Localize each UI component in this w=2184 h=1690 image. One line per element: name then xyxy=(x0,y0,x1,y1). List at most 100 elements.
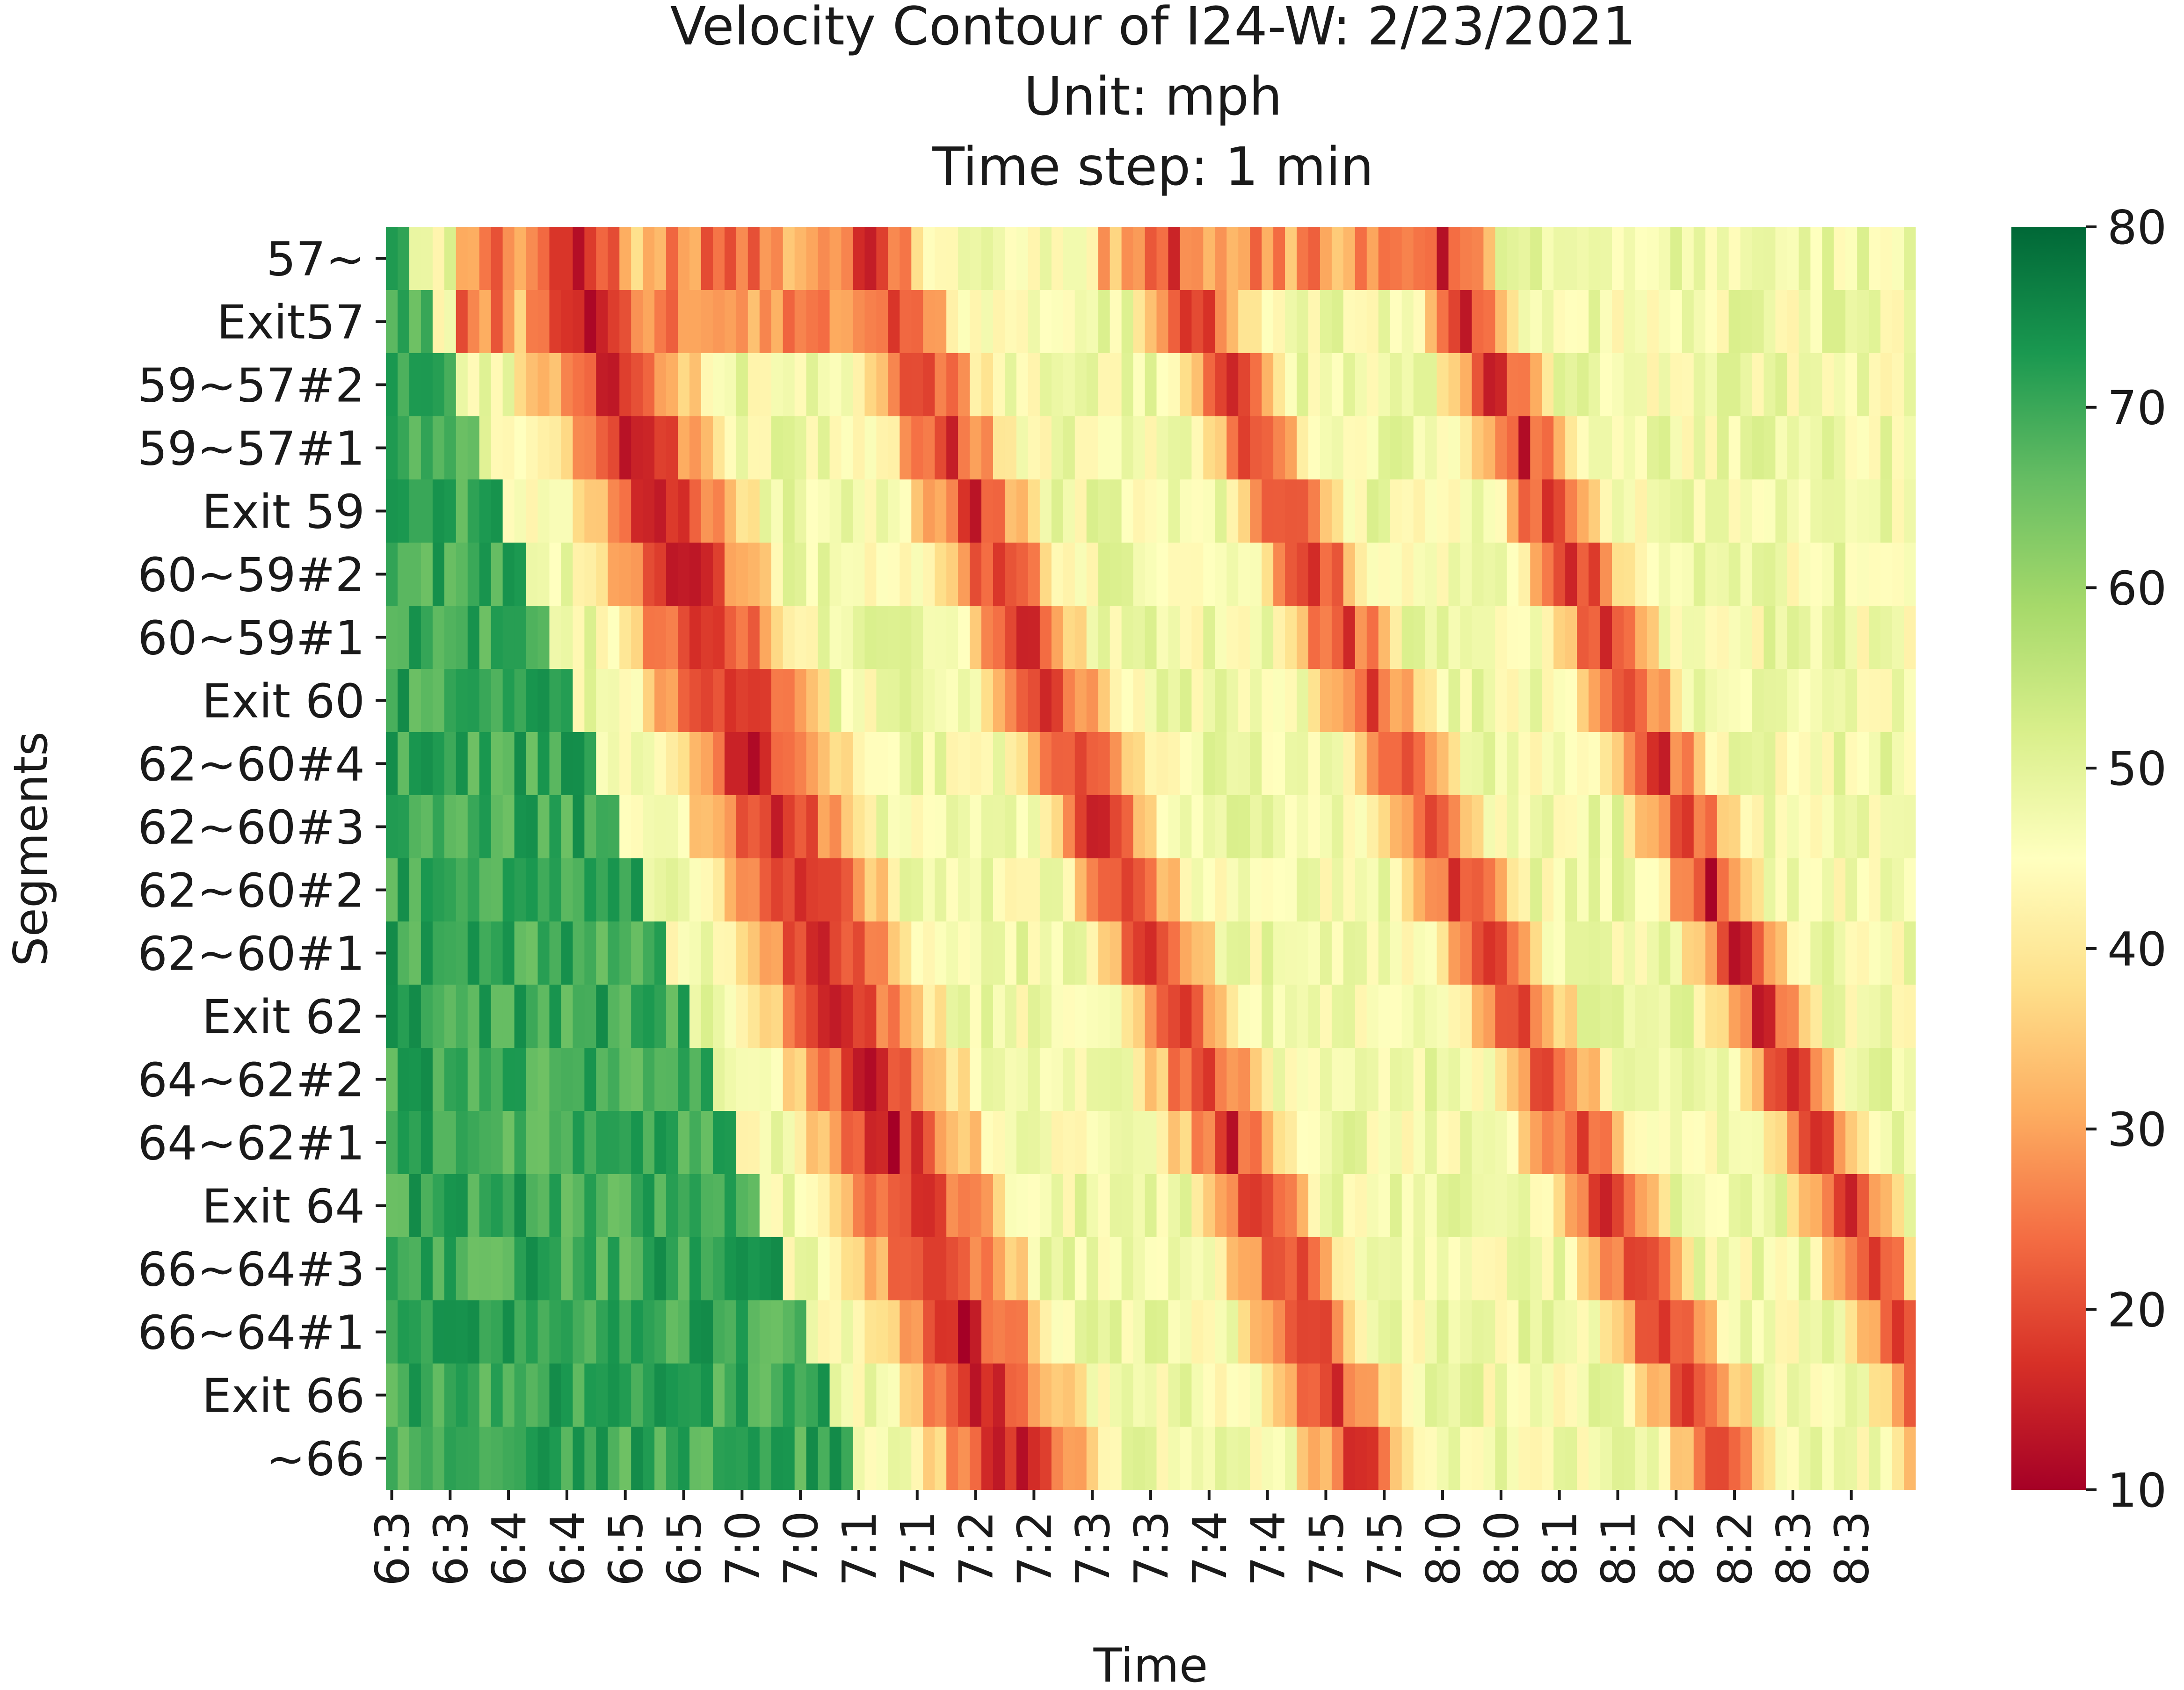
heatmap-cell xyxy=(1250,416,1262,480)
heatmap-cell xyxy=(771,1237,784,1301)
heatmap-cell xyxy=(1799,1237,1811,1301)
heatmap-cell xyxy=(1063,227,1075,290)
heatmap-cell xyxy=(596,1048,608,1111)
heatmap-cell xyxy=(1413,1111,1426,1175)
heatmap-cell xyxy=(1390,1427,1402,1490)
heatmap-cell xyxy=(1262,795,1274,859)
y-tick-label: Exit 62 xyxy=(202,990,365,1044)
heatmap-cell xyxy=(783,1111,795,1175)
heatmap-cell xyxy=(1589,479,1601,543)
heatmap-cell xyxy=(1834,1237,1846,1301)
heatmap-cell xyxy=(1611,416,1624,480)
heatmap-cell xyxy=(421,1300,433,1364)
heatmap-cell xyxy=(1857,985,1869,1048)
heatmap-cell xyxy=(1495,227,1507,290)
heatmap-cell xyxy=(935,1111,947,1175)
heatmap-cell xyxy=(970,353,982,417)
heatmap-cell xyxy=(1331,985,1344,1048)
heatmap-cell xyxy=(1542,227,1554,290)
heatmap-cell xyxy=(911,227,923,290)
heatmap-cell xyxy=(1285,669,1297,733)
heatmap-cell xyxy=(1285,1111,1297,1175)
heatmap-cell xyxy=(514,732,527,796)
heatmap-cell xyxy=(900,795,912,859)
heatmap-cell xyxy=(584,985,596,1048)
heatmap-cell xyxy=(1589,669,1601,733)
heatmap-cell xyxy=(1799,921,1811,985)
heatmap-cell xyxy=(1448,985,1461,1048)
heatmap-cell xyxy=(514,1111,527,1175)
heatmap-cell xyxy=(1378,1174,1391,1238)
heatmap-cell xyxy=(1483,795,1495,859)
heatmap-cell xyxy=(467,1427,480,1490)
heatmap-cell xyxy=(1542,479,1554,543)
heatmap-cell xyxy=(1892,227,1904,290)
heatmap-cell xyxy=(1763,353,1776,417)
heatmap-cell xyxy=(1098,1364,1110,1427)
heatmap-cell xyxy=(1390,479,1402,543)
heatmap-cell xyxy=(1775,795,1788,859)
heatmap-cell xyxy=(806,1237,819,1301)
heatmap-cell xyxy=(1834,416,1846,480)
heatmap-cell xyxy=(1904,1237,1916,1301)
heatmap-cell xyxy=(1647,1048,1659,1111)
heatmap-cell xyxy=(1693,985,1706,1048)
heatmap-cell xyxy=(841,795,854,859)
heatmap-cell xyxy=(1343,1300,1356,1364)
heatmap-cell xyxy=(409,985,421,1048)
heatmap-cell xyxy=(1822,921,1834,985)
heatmap-cell xyxy=(958,732,970,796)
heatmap-cell xyxy=(608,416,620,480)
heatmap-cell xyxy=(935,1174,947,1238)
heatmap-cell xyxy=(1413,1364,1426,1427)
heatmap-cell xyxy=(724,1174,737,1238)
heatmap-cell xyxy=(1775,1111,1788,1175)
heatmap-cell xyxy=(1518,1427,1531,1490)
heatmap-cell xyxy=(1869,1300,1881,1364)
heatmap-cell xyxy=(1437,1427,1449,1490)
heatmap-cell xyxy=(1413,606,1426,669)
heatmap-cell xyxy=(864,1237,877,1301)
heatmap-cell xyxy=(1507,290,1519,354)
heatmap-cell xyxy=(1016,606,1029,669)
heatmap-cell xyxy=(1039,732,1052,796)
heatmap-cell xyxy=(1425,795,1437,859)
heatmap-cell xyxy=(981,606,994,669)
heatmap-cell xyxy=(818,1237,830,1301)
heatmap-cell xyxy=(783,1364,795,1427)
heatmap-cell xyxy=(1156,1237,1169,1301)
colorbar-tick-label: 20 xyxy=(2107,1283,2167,1337)
heatmap-cell xyxy=(1413,353,1426,417)
heatmap-cell xyxy=(1086,290,1099,354)
heatmap-cell xyxy=(1892,353,1904,417)
heatmap-cell xyxy=(946,1364,958,1427)
heatmap-cell xyxy=(935,1300,947,1364)
heatmap-cell xyxy=(1110,985,1122,1048)
heatmap-cell xyxy=(1472,1300,1484,1364)
heatmap-cell xyxy=(1226,921,1239,985)
heatmap-cell xyxy=(1623,921,1636,985)
heatmap-cell xyxy=(1121,606,1134,669)
heatmap-cell xyxy=(1530,606,1542,669)
heatmap-cell xyxy=(923,1300,935,1364)
heatmap-cell xyxy=(1191,606,1204,669)
heatmap-cell xyxy=(1483,1048,1495,1111)
heatmap-cell xyxy=(549,227,562,290)
heatmap-cell xyxy=(456,416,468,480)
heatmap-cell xyxy=(1553,227,1566,290)
heatmap-cell xyxy=(970,1427,982,1490)
heatmap-cell xyxy=(923,353,935,417)
heatmap-cell xyxy=(1355,416,1367,480)
heatmap-cell xyxy=(935,227,947,290)
heatmap-cell xyxy=(1308,353,1321,417)
heatmap-cell xyxy=(1355,858,1367,922)
heatmap-cell xyxy=(1577,1300,1589,1364)
heatmap-cell xyxy=(1063,795,1075,859)
heatmap-cell xyxy=(514,543,527,606)
heatmap-cell xyxy=(1658,921,1671,985)
heatmap-cell xyxy=(1098,732,1110,796)
heatmap-cell xyxy=(841,858,854,922)
heatmap-cell xyxy=(1647,795,1659,859)
heatmap-cell xyxy=(608,858,620,922)
heatmap-cell xyxy=(1331,732,1344,796)
